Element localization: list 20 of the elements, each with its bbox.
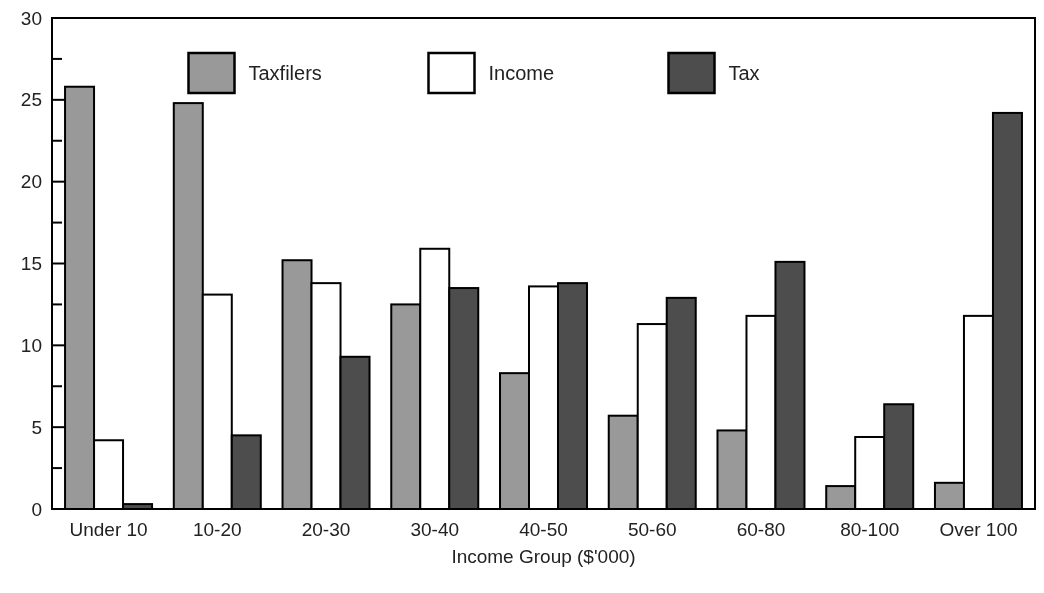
legend-label: Taxfilers [248,62,322,84]
y-tick-label: 5 [31,416,42,438]
x-tick-label: 40-50 [519,519,568,540]
y-tick-label: 0 [31,498,42,520]
legend-label: Income [488,62,555,84]
legend-label: Tax [728,62,760,84]
y-tick-label: 25 [20,89,42,111]
y-tick-label: 10 [20,334,42,356]
x-tick-label: Under 10 [69,519,148,540]
x-tick-label: 10-20 [192,519,242,540]
x-tick-label: 20-30 [301,519,351,540]
x-tick-label: Over 100 [939,519,1018,540]
y-tick-label: 15 [20,253,42,275]
x-tick-label: 30-40 [410,519,460,540]
x-tick-label: 50-60 [627,519,677,540]
x-axis-title: Income Group ($'000) [451,546,636,567]
y-tick-label: 30 [20,7,42,29]
y-tick-label: 20 [20,171,42,193]
x-tick-label: 80-100 [840,519,900,540]
x-tick-label: 60-80 [736,519,786,540]
